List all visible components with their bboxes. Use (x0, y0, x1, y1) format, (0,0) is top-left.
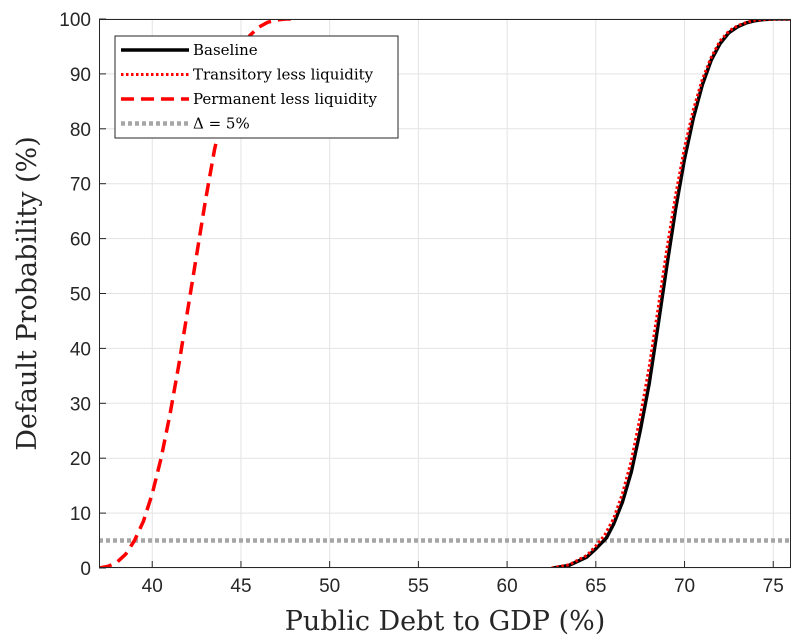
legend-box (114, 35, 399, 139)
y-tick-label: 50 (70, 285, 91, 306)
axis-ticks: 40 45 50 55 60 65 70 75 0 10 20 30 40 50 60 70 80 90 100 (59, 10, 784, 597)
legend: Baseline Transitory less liquidity Permane… (114, 35, 399, 139)
plot-area (99, 19, 791, 568)
series-line-1 (551, 19, 791, 568)
grid (99, 18, 791, 569)
y-tick-label: 100 (59, 10, 91, 31)
y-tick-label: 80 (70, 120, 91, 141)
legend-label-3: Δ = 5% (193, 115, 250, 133)
y-tick-label: 10 (70, 504, 91, 525)
y-tick-label: 60 (70, 230, 91, 251)
y-tick-label: 90 (70, 65, 91, 86)
legend-label-0: Baseline (193, 41, 258, 59)
x-tick-label: 70 (674, 576, 695, 597)
x-tick-label: 50 (319, 576, 340, 597)
series-line-2 (99, 19, 295, 568)
x-tick-label: 65 (585, 576, 606, 597)
x-tick-label: 75 (763, 576, 784, 597)
y-tick-label: 30 (70, 394, 91, 415)
x-tick-label: 55 (408, 576, 429, 597)
x-tick-label: 45 (230, 576, 251, 597)
y-axis-label: Default Probability (%) (12, 136, 43, 450)
x-axis-label: Public Debt to GDP (%) (285, 606, 606, 635)
y-tick-label: 70 (70, 175, 91, 196)
y-tick-label: 0 (80, 559, 91, 580)
legend-label-2: Permanent less liquidity (193, 90, 378, 108)
x-tick-label: 40 (142, 576, 163, 597)
y-tick-label: 20 (70, 449, 91, 470)
x-tick-label: 60 (497, 576, 518, 597)
y-tick-label: 40 (70, 339, 91, 360)
legend-label-1: Transitory less liquidity (193, 66, 374, 84)
